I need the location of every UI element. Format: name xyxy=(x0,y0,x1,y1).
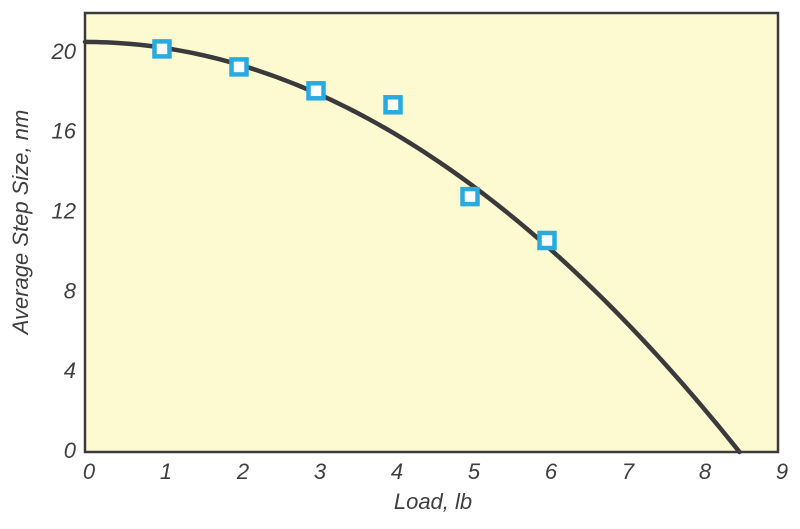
plot-area xyxy=(83,11,780,454)
x-tick-label: 5 xyxy=(468,459,481,484)
x-tick-label: 9 xyxy=(776,459,788,484)
x-tick-label: 8 xyxy=(699,459,712,484)
x-tick-label: 2 xyxy=(236,459,249,484)
data-point-marker xyxy=(537,230,557,251)
y-tick-label: 12 xyxy=(52,199,76,224)
y-tick-label: 0 xyxy=(64,438,77,463)
y-tick-label: 4 xyxy=(64,358,76,383)
x-axis-tick-labels: 0 1 2 3 4 5 6 7 8 9 xyxy=(83,459,788,484)
x-tick-label: 4 xyxy=(391,459,403,484)
x-tick-label: 3 xyxy=(314,459,327,484)
data-point-marker xyxy=(152,39,172,59)
y-tick-label: 20 xyxy=(51,39,77,64)
data-points-layer xyxy=(152,39,557,251)
y-tick-label: 8 xyxy=(64,278,77,303)
x-tick-label: 0 xyxy=(83,459,96,484)
x-tick-label: 6 xyxy=(545,459,558,484)
data-point-marker xyxy=(229,57,249,77)
fit-curve xyxy=(82,39,742,455)
data-point-marker xyxy=(383,95,403,115)
y-axis-tick-labels: 0 4 8 12 16 20 xyxy=(51,39,77,463)
y-tick-label: 16 xyxy=(52,119,77,144)
x-axis-title: Load, lb xyxy=(394,489,472,514)
data-point-marker xyxy=(460,186,480,207)
x-tick-label: 7 xyxy=(622,459,635,484)
data-point-marker xyxy=(306,81,326,101)
x-tick-label: 1 xyxy=(160,459,172,484)
y-axis-title: Average Step Size, nm xyxy=(8,110,33,337)
